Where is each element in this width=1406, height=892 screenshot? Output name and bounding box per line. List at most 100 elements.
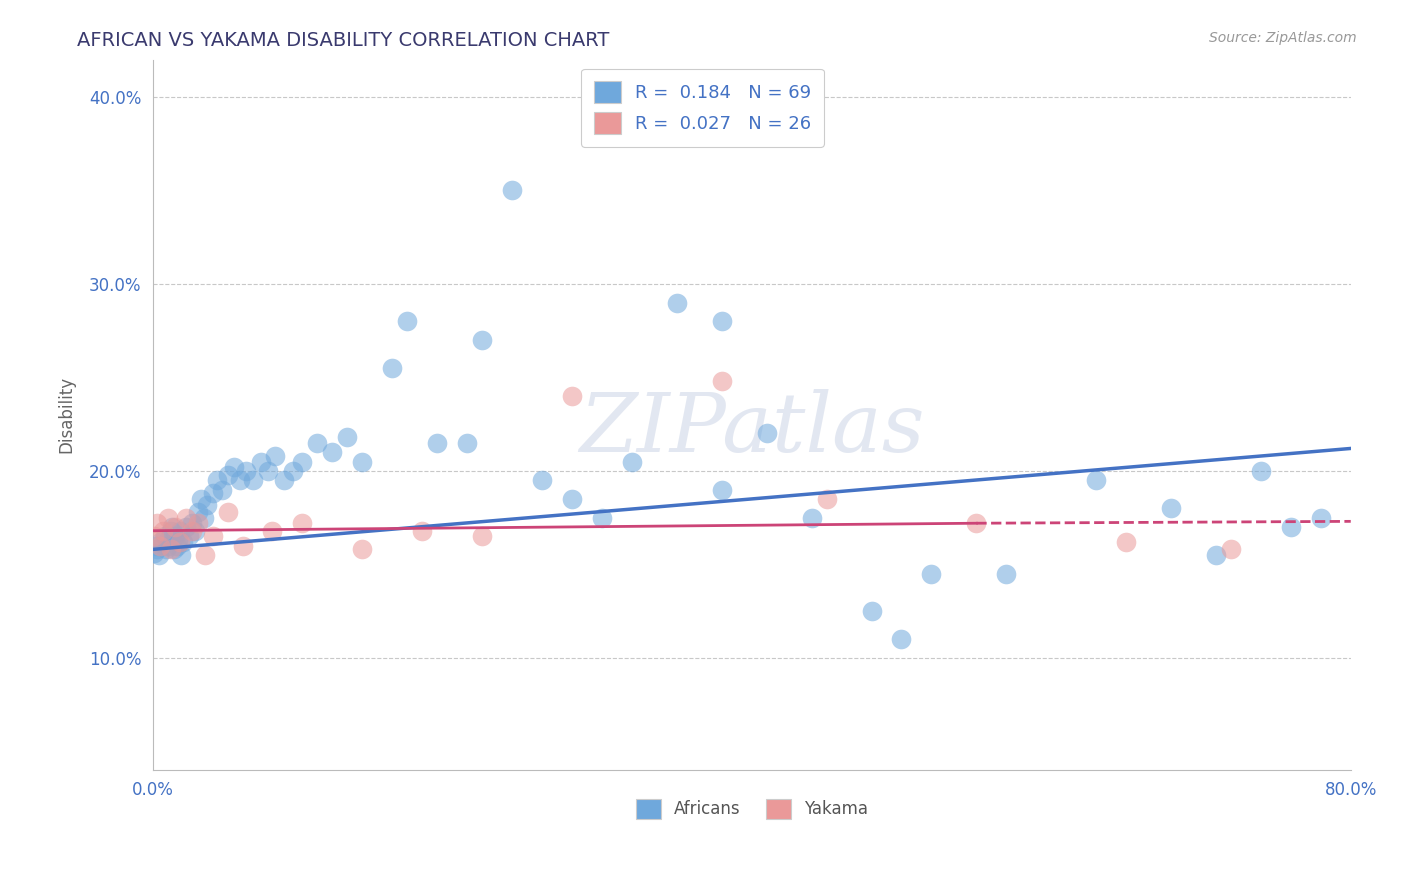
Point xyxy=(165,520,187,534)
Point xyxy=(1115,535,1137,549)
Point xyxy=(166,539,188,553)
Point xyxy=(169,535,191,549)
Point xyxy=(1205,548,1227,562)
Point xyxy=(156,539,179,553)
Point xyxy=(291,516,314,531)
Point xyxy=(591,510,613,524)
Point xyxy=(620,454,643,468)
Point xyxy=(471,333,494,347)
Point xyxy=(201,486,224,500)
Point xyxy=(172,535,194,549)
Legend: Africans, Yakama: Africans, Yakama xyxy=(628,792,875,826)
Point xyxy=(396,314,419,328)
Point xyxy=(471,529,494,543)
Point xyxy=(1309,510,1331,524)
Point xyxy=(235,464,257,478)
Point xyxy=(531,473,554,487)
Point xyxy=(167,533,190,547)
Point xyxy=(159,542,181,557)
Point xyxy=(1250,464,1272,478)
Point xyxy=(174,510,197,524)
Point xyxy=(193,510,215,524)
Point xyxy=(291,454,314,468)
Point xyxy=(143,529,166,543)
Point xyxy=(710,314,733,328)
Point xyxy=(190,491,212,506)
Point xyxy=(1085,473,1108,487)
Point xyxy=(920,566,942,581)
Point xyxy=(157,531,180,545)
Point xyxy=(257,464,280,478)
Point xyxy=(222,460,245,475)
Point xyxy=(145,539,167,553)
Point xyxy=(194,548,217,562)
Point xyxy=(710,483,733,497)
Point xyxy=(336,430,359,444)
Point xyxy=(249,454,271,468)
Point xyxy=(411,524,433,538)
Point xyxy=(187,505,209,519)
Point xyxy=(815,491,838,506)
Point xyxy=(262,524,284,538)
Y-axis label: Disability: Disability xyxy=(58,376,75,453)
Point xyxy=(965,516,987,531)
Text: Source: ZipAtlas.com: Source: ZipAtlas.com xyxy=(1209,31,1357,45)
Point xyxy=(456,435,478,450)
Point xyxy=(143,546,166,560)
Point xyxy=(149,539,172,553)
Point xyxy=(163,542,186,557)
Point xyxy=(995,566,1018,581)
Point xyxy=(153,529,176,543)
Point xyxy=(352,454,374,468)
Point xyxy=(755,426,778,441)
Point xyxy=(160,520,183,534)
Text: AFRICAN VS YAKAMA DISABILITY CORRELATION CHART: AFRICAN VS YAKAMA DISABILITY CORRELATION… xyxy=(77,31,610,50)
Point xyxy=(170,548,193,562)
Point xyxy=(217,505,239,519)
Point xyxy=(890,632,912,647)
Point xyxy=(561,389,583,403)
Point xyxy=(146,542,169,557)
Point xyxy=(155,542,177,557)
Point xyxy=(211,483,233,497)
Point xyxy=(201,529,224,543)
Point xyxy=(860,604,883,618)
Point xyxy=(177,529,200,543)
Text: ZIPatlas: ZIPatlas xyxy=(579,389,925,469)
Point xyxy=(283,464,305,478)
Point xyxy=(561,491,583,506)
Point xyxy=(1279,520,1302,534)
Point xyxy=(149,535,172,549)
Point xyxy=(1160,501,1182,516)
Point xyxy=(307,435,329,450)
Point xyxy=(217,467,239,482)
Point xyxy=(180,524,202,538)
Point xyxy=(152,524,174,538)
Point xyxy=(165,529,187,543)
Point xyxy=(800,510,823,524)
Point xyxy=(228,473,250,487)
Point xyxy=(1219,542,1241,557)
Point xyxy=(159,524,181,538)
Point xyxy=(710,374,733,388)
Point xyxy=(242,473,264,487)
Point xyxy=(352,542,374,557)
Point xyxy=(381,361,404,376)
Point xyxy=(146,516,169,531)
Point xyxy=(174,520,197,534)
Point xyxy=(426,435,449,450)
Point xyxy=(148,548,170,562)
Point xyxy=(169,524,191,538)
Point xyxy=(665,295,688,310)
Point xyxy=(501,184,523,198)
Point xyxy=(156,510,179,524)
Point xyxy=(195,498,218,512)
Point xyxy=(232,539,254,553)
Point xyxy=(273,473,295,487)
Point xyxy=(321,445,343,459)
Point xyxy=(183,524,205,538)
Point xyxy=(205,473,228,487)
Point xyxy=(180,516,202,531)
Point xyxy=(187,516,209,531)
Point xyxy=(264,449,287,463)
